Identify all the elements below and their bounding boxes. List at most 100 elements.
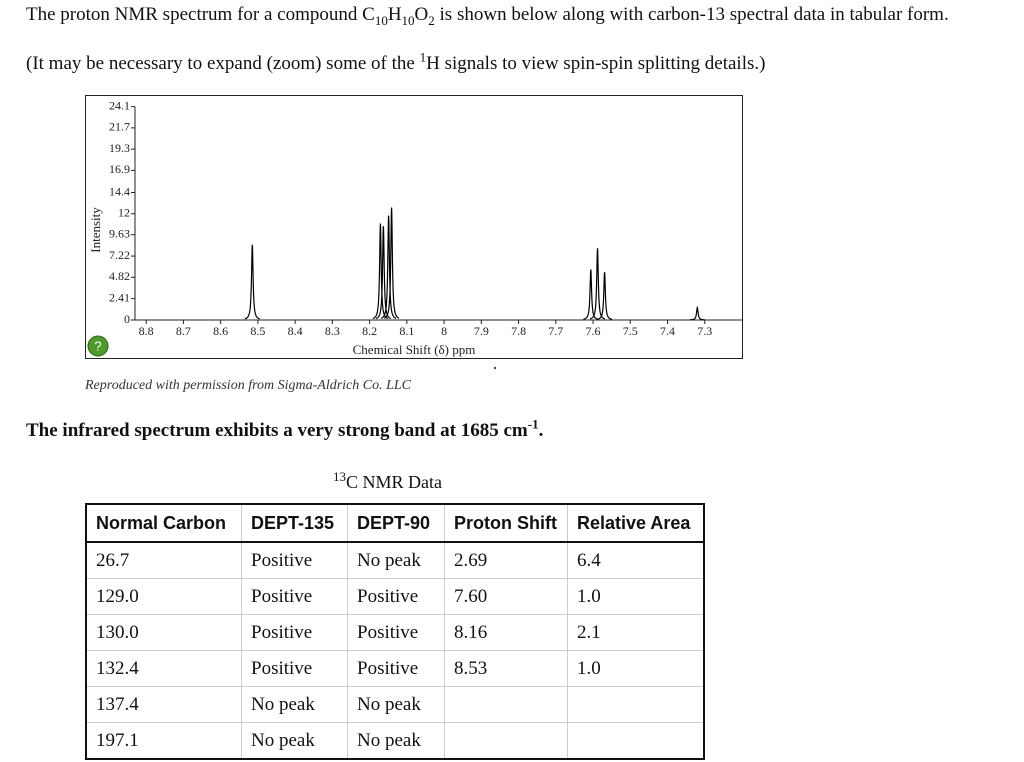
- text: C NMR Data: [346, 472, 442, 492]
- data-table: Normal Carbon DEPT-135 DEPT-90 Proton Shift…: [85, 503, 705, 760]
- table-cell: No peak: [347, 686, 445, 723]
- table-cell: 129.0: [85, 578, 242, 615]
- peak: [244, 244, 260, 320]
- text: is shown below along with carbon-13 spec…: [434, 4, 949, 25]
- table-cell: Positive: [347, 614, 445, 651]
- y-tick-label: 19.3: [109, 141, 130, 155]
- peak: [597, 272, 613, 320]
- peak: [689, 305, 705, 321]
- dot: [494, 367, 496, 369]
- help-button-label[interactable]: ?: [94, 338, 101, 353]
- text: H: [387, 4, 402, 25]
- x-axis-label: Chemical Shift (δ) ppm: [353, 342, 476, 357]
- empty-cell: [567, 686, 705, 723]
- peak: [589, 248, 606, 320]
- peak: [380, 215, 397, 319]
- ir-text: The infrared spectrum exhibits a very st…: [26, 416, 544, 442]
- x-tick-label: 7.3: [697, 324, 712, 338]
- note-text: (It may be necessary to expand (zoom) so…: [26, 49, 766, 75]
- header-row: Normal Carbon DEPT-135 DEPT-90 Proton Shift…: [85, 503, 705, 543]
- superscript: 13: [333, 469, 346, 484]
- header-cell: Relative Area: [567, 503, 705, 543]
- x-tick-label: 7.4: [660, 324, 675, 338]
- nmr-chart: Intensity Chemical Shift (δ) ppm ? 0 2.41…: [85, 95, 743, 369]
- table-cell: Positive: [347, 578, 445, 615]
- table-cell: No peak: [347, 722, 445, 760]
- x-tick-label: 8.1: [399, 324, 414, 338]
- x-tick-label: 8: [441, 324, 447, 338]
- subscript: 10: [401, 12, 415, 28]
- table-cell: 8.53: [444, 650, 568, 687]
- y-tick-label: 14.4: [109, 184, 130, 198]
- peak: [375, 226, 392, 320]
- x-tick-label: 8.3: [325, 324, 340, 338]
- y-tick-label: 16.9: [109, 162, 130, 176]
- y-tick-label: 24.1: [109, 98, 130, 112]
- x-tick-label: 7.8: [511, 324, 526, 338]
- header-cell: Proton Shift: [444, 503, 568, 543]
- table-cell: No peak: [241, 722, 348, 760]
- y-tick-label: 21.7: [109, 120, 130, 134]
- table-row: 137.4 No peak No peak: [85, 686, 705, 723]
- table-cell: Positive: [241, 541, 348, 579]
- peak: [372, 223, 389, 320]
- y-tick-label: 12: [118, 206, 130, 220]
- chart-frame: [85, 95, 743, 359]
- x-tick-label: 8.4: [288, 324, 303, 338]
- text: The infrared spectrum exhibits a very st…: [26, 420, 528, 441]
- table-cell: 6.4: [567, 541, 705, 579]
- table-cell: 2.1: [567, 614, 705, 651]
- intro-text: The proton NMR spectrum for a compound C…: [26, 4, 949, 28]
- header-cell: DEPT-135: [241, 503, 348, 543]
- text: (It may be necessary to expand (zoom) so…: [26, 53, 420, 74]
- table-cell: Positive: [241, 578, 348, 615]
- x-tick-label: 7.5: [623, 324, 638, 338]
- superscript: -1: [527, 416, 539, 432]
- table-cell: No peak: [347, 541, 445, 579]
- header-cell: Normal Carbon: [85, 503, 242, 543]
- subscript: 10: [374, 12, 388, 28]
- table-row: 132.4 Positive Positive 8.53 1.0: [85, 650, 705, 687]
- x-tick-label: 7.7: [548, 324, 563, 338]
- caption: Reproduced with permission from Sigma-Al…: [85, 378, 412, 393]
- table-cell: 130.0: [85, 614, 242, 651]
- table-cell: 197.1: [85, 722, 242, 760]
- x-tick-label: 8.7: [176, 324, 191, 338]
- superscript: 1: [419, 49, 427, 65]
- peak: [383, 207, 400, 319]
- subscript: 2: [428, 12, 435, 28]
- table-row: 130.0 Positive Positive 8.16 2.1: [85, 614, 705, 651]
- y-tick-label: 0: [124, 312, 130, 326]
- empty-cell: [444, 722, 568, 760]
- header-cell: DEPT-90: [347, 503, 445, 543]
- y-tick-label: 2.41: [109, 290, 130, 304]
- empty-cell: [567, 722, 705, 760]
- y-axis-label: Intensity: [88, 207, 103, 253]
- text: .: [538, 420, 544, 441]
- table-cell: 7.60: [444, 578, 568, 615]
- table-cell: 1.0: [567, 650, 705, 687]
- x-tick-label: 7.9: [474, 324, 489, 338]
- table-cell: Positive: [241, 650, 348, 687]
- text: O: [414, 4, 429, 25]
- table-row: 129.0 Positive Positive 7.60 1.0: [85, 578, 705, 615]
- text: H signals to view spin-spin splitting de…: [426, 53, 766, 74]
- table-cell: 132.4: [85, 650, 242, 687]
- table-cell: 137.4: [85, 686, 242, 723]
- table-cell: 26.7: [85, 541, 242, 579]
- table-title: 13C NMR Data: [333, 469, 442, 493]
- table-row: 197.1 No peak No peak: [85, 722, 705, 760]
- y-tick-label: 7.22: [109, 248, 130, 262]
- x-tick-label: 7.6: [586, 324, 601, 338]
- table-cell: 2.69: [444, 541, 568, 579]
- table-cell: Positive: [347, 650, 445, 687]
- table-cell: Positive: [241, 614, 348, 651]
- peak: [583, 269, 599, 320]
- y-tick-label: 4.82: [109, 269, 130, 283]
- x-tick-label: 8.2: [362, 324, 377, 338]
- table-cell: No peak: [241, 686, 348, 723]
- x-tick-label: 8.5: [250, 324, 265, 338]
- table-row: 26.7 Positive No peak 2.69 6.4: [85, 541, 705, 579]
- help-button[interactable]: [87, 335, 109, 357]
